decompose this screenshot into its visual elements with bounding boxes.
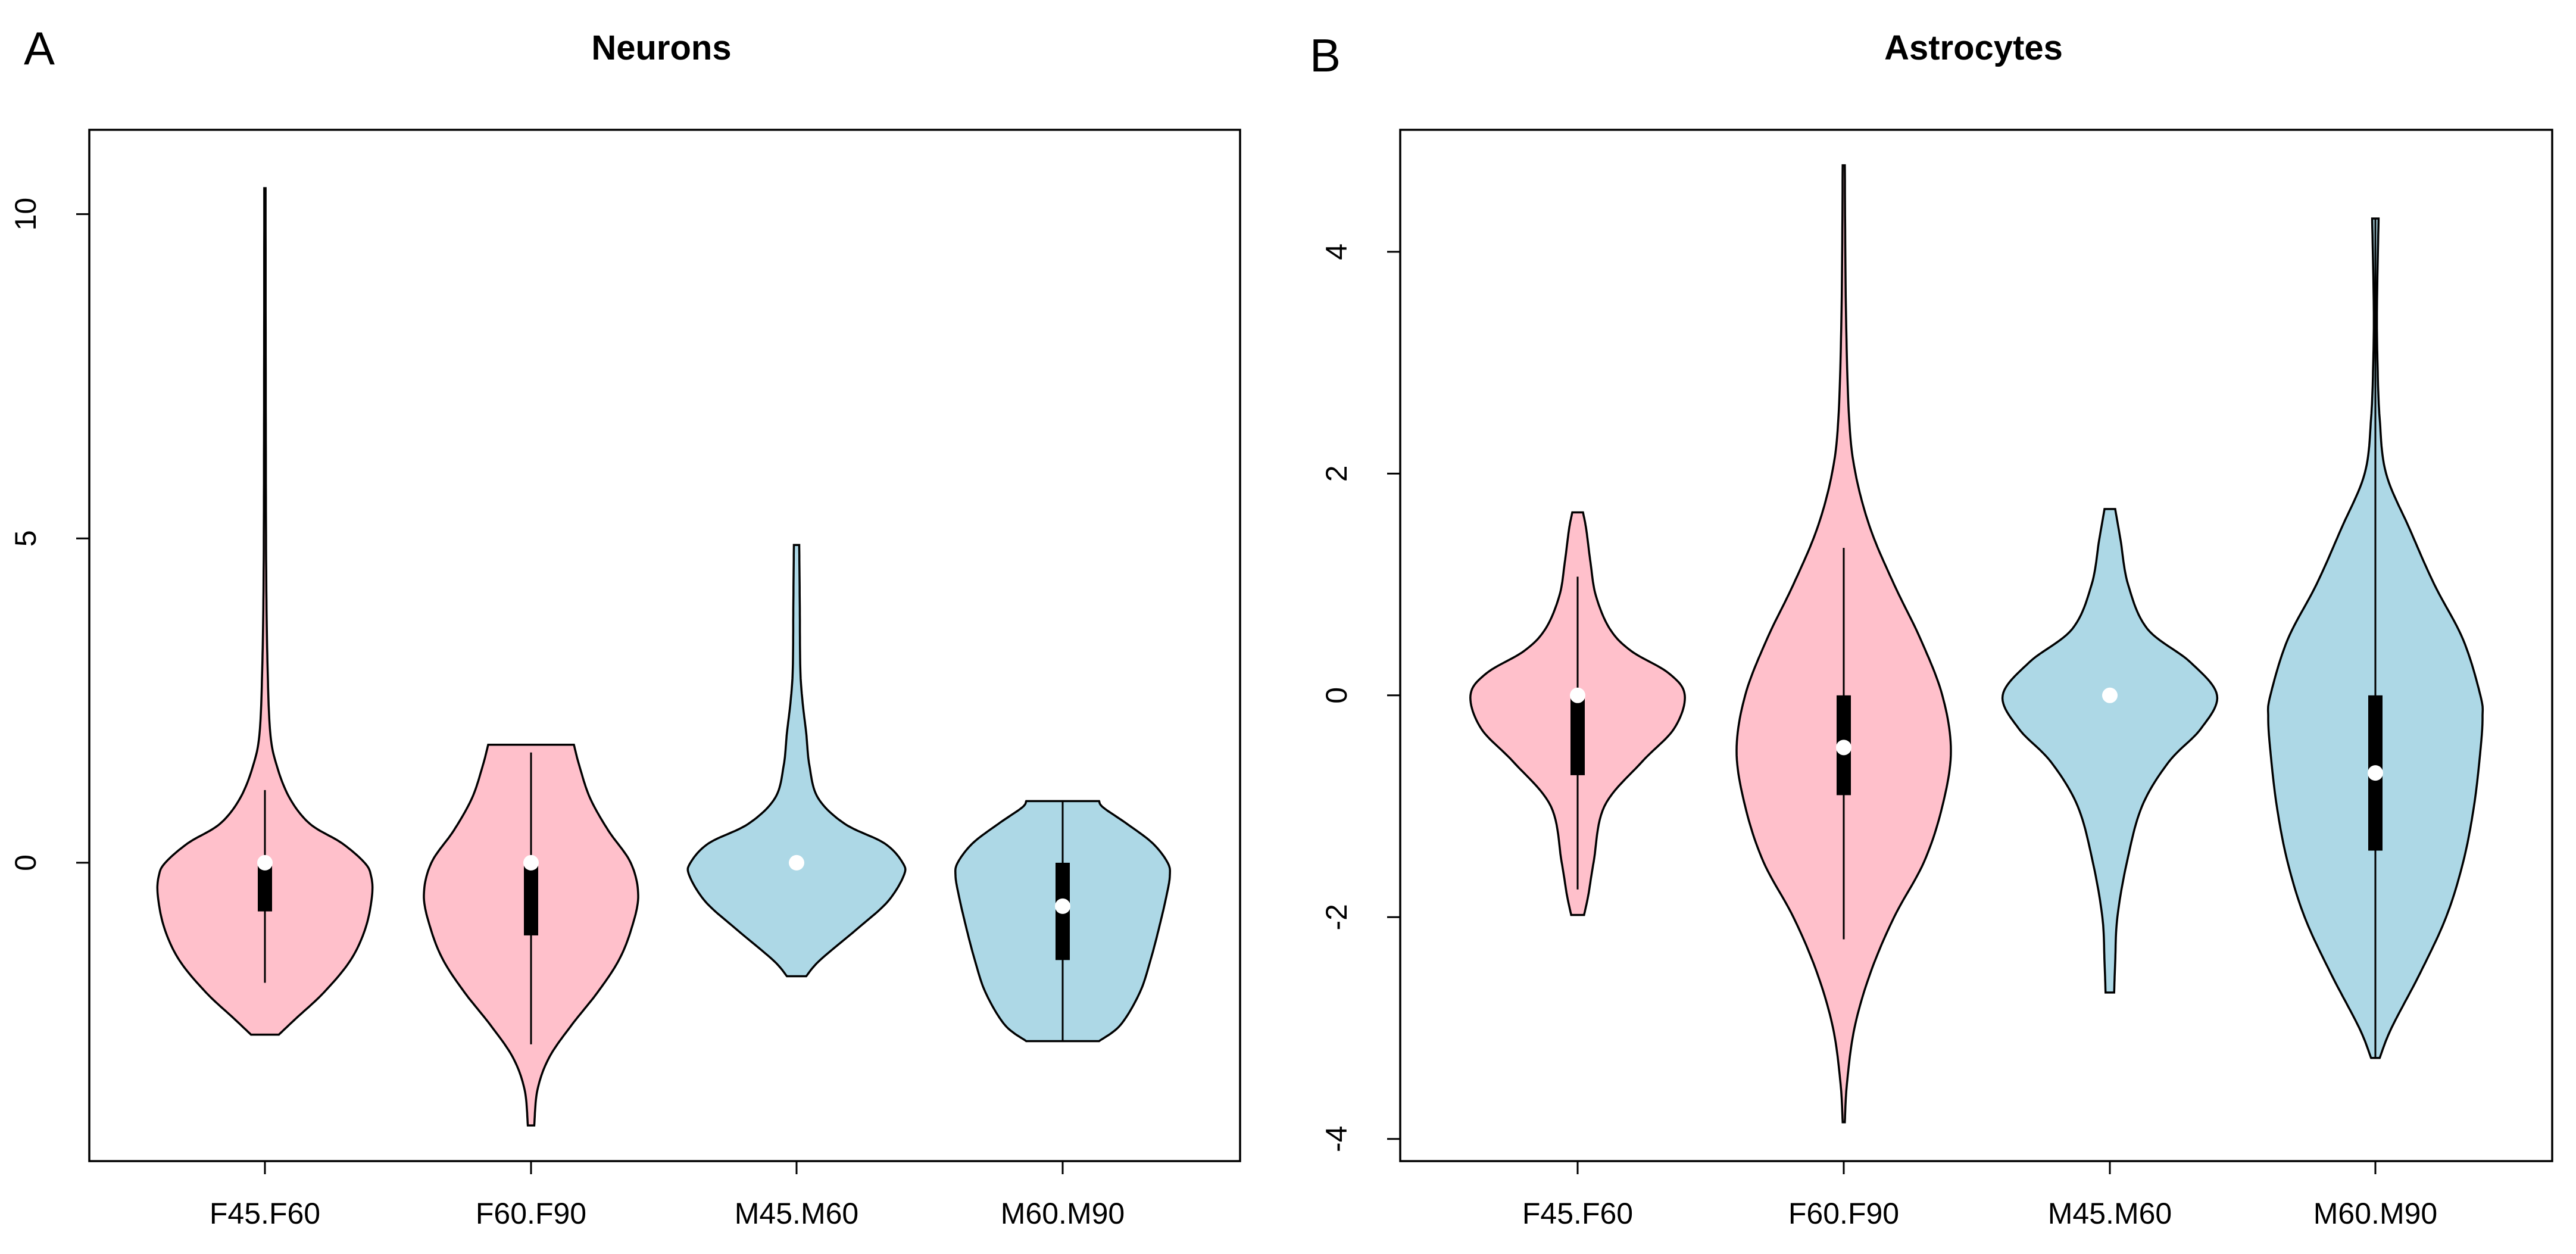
y-axis: -4 -2 0 2 4: [1320, 244, 1401, 1152]
chart-title-neurons: Neurons: [591, 29, 731, 67]
y-tick-label: 2: [1320, 465, 1353, 482]
panel-label-b: B: [1310, 29, 1341, 82]
y-axis: 0 5 10: [9, 198, 90, 871]
x-tick-label: F45.F60: [210, 1197, 320, 1230]
x-tick-label: M45.M60: [2048, 1197, 2172, 1230]
iqr-box: [1570, 695, 1585, 775]
violin-F60.F90: [423, 743, 639, 1127]
x-tick-label: M60.M90: [1001, 1197, 1125, 1230]
median-point: [789, 854, 804, 871]
violin-M60.M90: [954, 800, 1172, 1043]
median-point: [1836, 740, 1851, 756]
panel-neurons: A Neurons 0 5 10 F45.F60 F60.F90 M45.M60 M60.…: [9, 22, 1241, 1230]
x-axis: F45.F60 F60.F90 M45.M60 M60.M90: [1522, 1160, 2437, 1230]
panel-label-a: A: [24, 22, 55, 74]
chart-title-astrocytes: Astrocytes: [1884, 29, 2063, 67]
median-point: [1055, 898, 1070, 914]
y-tick-label: 0: [9, 854, 42, 871]
y-tick-label: 10: [9, 198, 42, 231]
x-axis: F45.F60 F60.F90 M45.M60 M60.M90: [210, 1160, 1125, 1230]
y-tick-label: -4: [1320, 1126, 1353, 1152]
iqr-box: [258, 866, 272, 912]
panel-astrocytes: B Astrocytes -4 -2 0 2 4 F45.F60 F60.F90 M45.M…: [1310, 29, 2553, 1230]
median-point: [257, 854, 273, 871]
violin-F60.F90: [1735, 164, 1952, 1124]
violin-shape: [156, 187, 374, 1036]
median-point: [523, 854, 539, 871]
violin-F45.F60: [1469, 511, 1686, 916]
violins-group: [156, 187, 1172, 1127]
violin-F45.F60: [156, 187, 374, 1036]
violins-group: [1469, 164, 2484, 1124]
y-tick-label: 5: [9, 530, 42, 547]
y-tick-label: 0: [1320, 687, 1353, 704]
x-tick-label: F45.F60: [1522, 1197, 1633, 1230]
iqr-box: [524, 862, 538, 935]
y-tick-label: 4: [1320, 244, 1353, 260]
violin-shape: [2001, 508, 2219, 994]
median-point: [2102, 687, 2118, 703]
x-tick-label: M45.M60: [735, 1197, 858, 1230]
x-tick-label: M60.M90: [2313, 1197, 2437, 1230]
violin-M45.M60: [2001, 508, 2219, 994]
y-tick-label: -2: [1320, 904, 1353, 930]
violin-M45.M60: [686, 544, 907, 978]
violin-M60.M90: [2266, 217, 2484, 1059]
violin-shape: [686, 544, 907, 978]
x-tick-label: F60.F90: [476, 1197, 586, 1230]
median-point: [1570, 687, 1585, 703]
x-tick-label: F60.F90: [1788, 1197, 1899, 1230]
median-point: [2368, 765, 2383, 781]
